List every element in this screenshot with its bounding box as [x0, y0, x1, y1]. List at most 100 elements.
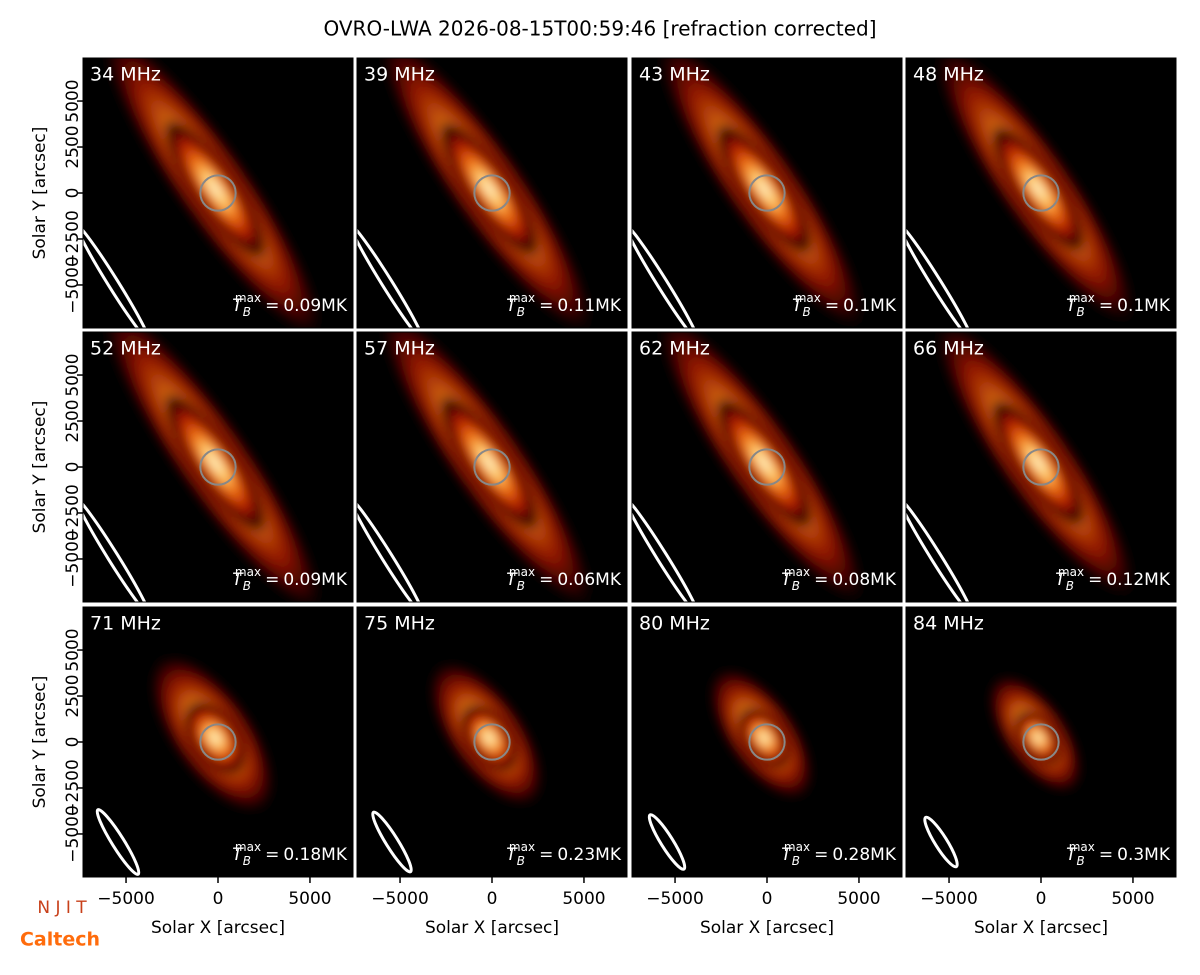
tb-part: = — [539, 570, 553, 590]
tb-part: = — [265, 570, 279, 590]
tb-annotation: TBmax = 0.23MK — [506, 840, 622, 868]
panel-title: 48 MHz — [913, 64, 984, 86]
tb-part: 0.3MK — [1117, 845, 1171, 865]
emission — [376, 58, 597, 328]
beam — [647, 813, 687, 871]
tb-part: max — [509, 565, 535, 579]
tb-annotation: TBmax = 0.06MK — [506, 565, 622, 593]
x-axis-label: Solar X [arcsec] — [425, 918, 559, 938]
tb-part: max — [509, 291, 535, 305]
tb-part: B — [517, 854, 525, 868]
emission-core — [989, 124, 1087, 254]
y-tick-label: 0 — [63, 188, 83, 199]
panel — [357, 607, 627, 877]
tb-part: max — [235, 840, 261, 854]
y-tick-label: −2500 — [63, 484, 83, 542]
tb-part: T — [781, 570, 793, 590]
tb-part: B — [243, 305, 251, 319]
emission-core — [438, 119, 541, 258]
tb-part: 0.28MK — [832, 845, 897, 865]
tb-part: max — [235, 565, 261, 579]
beam — [632, 223, 700, 328]
y-axis-label: Solar Y [arcsec] — [30, 676, 50, 809]
panel — [83, 332, 353, 602]
tb-part: max — [784, 565, 810, 579]
emission — [654, 332, 869, 602]
panel-title: 75 MHz — [364, 613, 435, 635]
x-tick-label: −5000 — [97, 889, 155, 909]
solar-disk — [748, 174, 786, 212]
panel — [906, 332, 1176, 602]
y-tick-label: 5000 — [63, 353, 83, 396]
panel-title: 39 MHz — [364, 64, 435, 86]
beam — [632, 497, 700, 602]
x-tick-label: 5000 — [1111, 889, 1154, 909]
beam — [906, 223, 974, 328]
emission — [931, 58, 1139, 328]
beam — [923, 815, 959, 869]
tb-annotation: TBmax = 0.1MK — [1066, 291, 1171, 319]
emission-core — [714, 121, 814, 256]
panel-title: 34 MHz — [90, 64, 161, 86]
tb-part: = — [539, 845, 553, 865]
beam — [357, 223, 425, 328]
beam — [906, 497, 974, 602]
tb-part: T — [506, 845, 518, 865]
x-axis-label: Solar X [arcsec] — [974, 918, 1108, 938]
x-tick-label: 5000 — [837, 889, 880, 909]
beam — [83, 497, 151, 602]
tb-part: 0.08MK — [832, 570, 897, 590]
tb-part: B — [517, 579, 525, 593]
emission — [147, 652, 277, 816]
tb-annotation: TBmax = 0.09MK — [232, 565, 348, 593]
tb-part: 0.12MK — [1106, 570, 1171, 590]
tb-part: 0.09MK — [283, 570, 348, 590]
panel — [83, 58, 353, 328]
tb-annotation: TBmax = 0.18MK — [232, 840, 348, 868]
solar-disk — [199, 723, 237, 761]
panel-frame — [631, 331, 903, 603]
y-tick-label: 0 — [63, 737, 83, 748]
tb-part: 0.11MK — [557, 296, 622, 316]
y-axis-label: Solar Y [arcsec] — [30, 401, 50, 534]
emission — [931, 332, 1139, 602]
panel-title: 62 MHz — [639, 338, 710, 360]
tb-part: 0.06MK — [557, 570, 622, 590]
y-tick-label: 2500 — [63, 674, 83, 717]
y-tick-label: 2500 — [63, 399, 83, 442]
tb-part: = — [265, 296, 279, 316]
solar-disk — [473, 174, 511, 212]
tb-part: B — [792, 854, 800, 868]
tb-part: B — [1066, 579, 1074, 593]
figure-title: OVRO-LWA 2026-08-15T00:59:46 [refraction… — [323, 17, 876, 41]
tb-part: B — [517, 305, 525, 319]
beam — [83, 223, 151, 328]
x-tick-label: 0 — [213, 889, 224, 909]
solar-disk — [1022, 448, 1060, 486]
x-tick-label: −5000 — [646, 889, 704, 909]
panel — [632, 332, 902, 602]
tb-annotation: TBmax = 0.12MK — [1055, 565, 1171, 593]
solar-disk — [199, 448, 237, 486]
emission-core — [162, 391, 268, 535]
panel-frame — [356, 331, 628, 603]
y-tick-label: −5000 — [63, 530, 83, 588]
emission-core — [438, 393, 541, 532]
tb-annotation: TBmax = 0.3MK — [1066, 840, 1171, 868]
emission — [376, 332, 597, 602]
x-tick-label: 0 — [762, 889, 773, 909]
panel — [906, 607, 1176, 877]
panel — [906, 58, 1176, 328]
emission — [654, 58, 869, 328]
y-tick-label: 0 — [63, 462, 83, 473]
tb-part: = — [1088, 570, 1102, 590]
x-tick-label: 5000 — [562, 889, 605, 909]
x-axis-label: Solar X [arcsec] — [700, 918, 834, 938]
tb-part: T — [232, 845, 244, 865]
solar-disk — [1022, 174, 1060, 212]
tb-part: T — [1066, 296, 1078, 316]
logo-caltech: Caltech — [20, 929, 100, 951]
tb-annotation: TBmax = 0.1MK — [792, 291, 897, 319]
panel-frame — [631, 57, 903, 329]
solar-disk — [473, 448, 511, 486]
